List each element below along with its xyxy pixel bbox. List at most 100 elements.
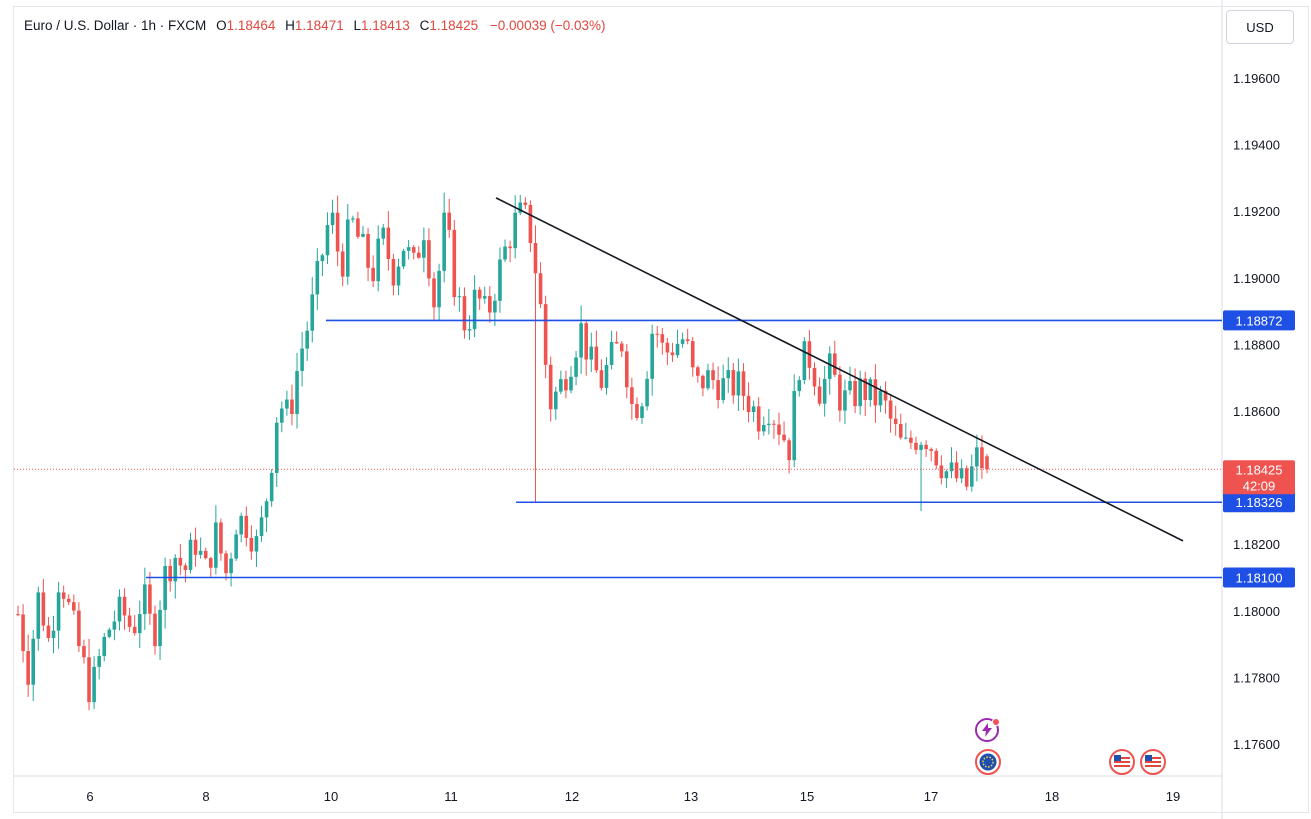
us-flag-icon[interactable] (1140, 749, 1166, 775)
candle (305, 321, 309, 361)
candle (21, 604, 25, 663)
us-flag-icon[interactable] (1109, 749, 1135, 775)
candle (274, 417, 279, 487)
candle (173, 554, 178, 599)
candle (356, 211, 360, 239)
candle (635, 397, 639, 421)
candle (371, 255, 375, 288)
candle (351, 215, 355, 223)
candle (376, 225, 381, 292)
candles-layer (16, 192, 989, 711)
candle (158, 600, 162, 660)
candle (949, 447, 954, 479)
eu-flag-icon[interactable] (975, 749, 1001, 775)
candle (619, 340, 624, 358)
time-tick-label: 18 (1045, 789, 1059, 804)
price-tick-label: 1.18000 (1233, 604, 1280, 619)
candle (792, 374, 797, 468)
candle (767, 408, 771, 435)
candle (82, 639, 86, 664)
candle (959, 459, 964, 484)
candle (214, 505, 218, 575)
candle (229, 552, 233, 587)
candle (919, 441, 923, 511)
candle (401, 248, 406, 269)
candle (523, 197, 528, 209)
candle (574, 350, 578, 386)
candle (208, 556, 213, 577)
candle (300, 331, 304, 387)
time-axis[interactable]: 6 8 10 11 12 13 15 17 18 19 (86, 789, 1180, 804)
candle (386, 211, 391, 271)
candle (553, 386, 558, 420)
candle (477, 286, 482, 311)
candle (787, 438, 791, 474)
candle (16, 605, 20, 617)
candle (168, 559, 172, 592)
candle (406, 239, 411, 260)
price-tick-label: 1.19000 (1233, 271, 1280, 286)
candle (432, 272, 436, 322)
candle (812, 362, 817, 396)
candle (858, 370, 862, 415)
candle (442, 192, 446, 283)
candle (219, 518, 223, 561)
candle (604, 357, 609, 395)
candle (665, 337, 670, 366)
candle (685, 328, 690, 345)
candle (751, 400, 756, 423)
candle (822, 365, 827, 417)
price-tick-label: 1.17600 (1233, 737, 1280, 752)
candle (26, 634, 30, 697)
candle (934, 448, 939, 470)
candle (883, 381, 888, 414)
candle (543, 295, 548, 379)
candle (640, 402, 644, 425)
candle (66, 594, 71, 606)
currency-button[interactable]: USD (1226, 10, 1294, 44)
candle (614, 331, 619, 344)
candle (117, 589, 122, 631)
candle (198, 537, 203, 559)
candle (716, 366, 720, 409)
lightning-event-icon[interactable] (975, 718, 1000, 742)
candle (239, 512, 244, 543)
price-axis[interactable]: 1.19600 1.19400 1.19200 1.19000 1.18800 1.186… (1233, 71, 1280, 752)
candle (711, 362, 715, 390)
candle (325, 212, 330, 265)
candle (680, 332, 685, 348)
candle (909, 430, 913, 449)
candle (122, 588, 127, 630)
level-price-tag: 1.18326 (1223, 492, 1295, 513)
candle (594, 330, 599, 373)
svg-text:1.18872: 1.18872 (1236, 313, 1283, 328)
candle (452, 220, 457, 306)
candle (310, 277, 315, 343)
trendline[interactable] (495, 197, 1184, 542)
candle (939, 455, 944, 485)
candle (345, 203, 350, 285)
symbol-legend[interactable]: Euro / U.S. Dollar · 1h · FXCM O1.18464 … (24, 18, 606, 33)
candle (969, 454, 974, 492)
candle (361, 225, 365, 238)
time-tick-label: 12 (565, 789, 579, 804)
candle (817, 377, 822, 406)
candle (838, 366, 842, 422)
level-price-tag: 1.18872 (1223, 310, 1295, 331)
candle (254, 529, 259, 567)
candle (782, 421, 786, 443)
time-tick-label: 17 (924, 789, 938, 804)
candle (848, 366, 852, 395)
candle (295, 353, 299, 429)
candle (153, 605, 157, 655)
candle (290, 384, 294, 426)
time-tick-label: 11 (444, 789, 458, 804)
candle (833, 340, 837, 378)
candle (315, 248, 320, 311)
candle (868, 377, 873, 407)
candle (650, 324, 654, 396)
candle (137, 600, 142, 648)
candle (472, 275, 477, 338)
